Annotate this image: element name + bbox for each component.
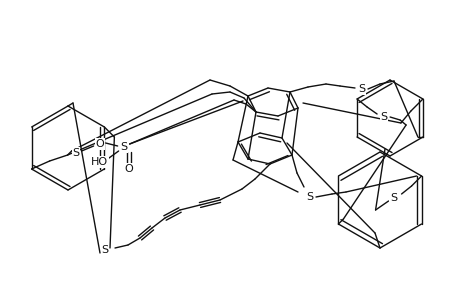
Text: S: S bbox=[358, 84, 365, 94]
Text: S: S bbox=[120, 142, 127, 152]
Text: HO: HO bbox=[91, 157, 108, 167]
Text: S: S bbox=[72, 148, 79, 158]
Text: O: O bbox=[124, 164, 133, 174]
Text: O: O bbox=[95, 139, 104, 149]
Text: S: S bbox=[389, 193, 396, 203]
Text: S: S bbox=[101, 245, 108, 255]
Text: S: S bbox=[380, 112, 387, 122]
Text: S: S bbox=[306, 192, 313, 202]
